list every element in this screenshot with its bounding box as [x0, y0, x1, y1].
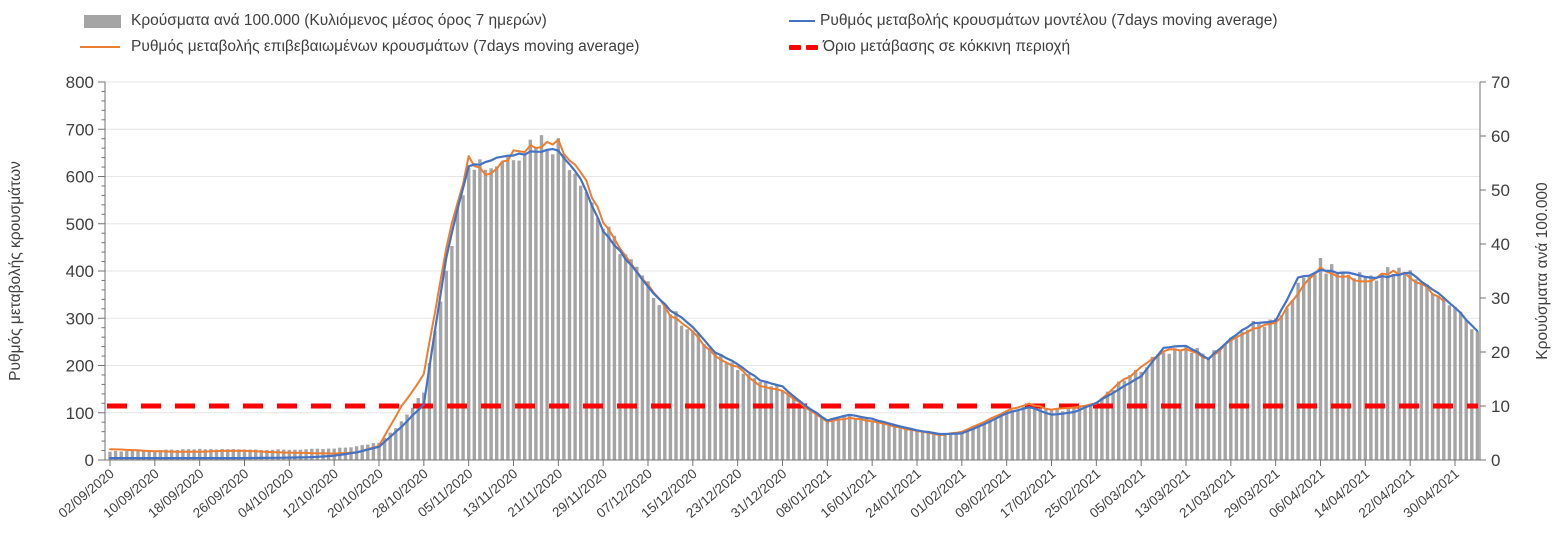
svg-text:400: 400 — [66, 262, 94, 281]
svg-text:300: 300 — [66, 309, 94, 328]
left-axis-labels: 0 100 200 300 400 500 600 700 800 — [66, 73, 94, 470]
right-axis-title: Κρουύσματα ανά 100.000 — [1534, 182, 1551, 360]
svg-text:100: 100 — [66, 404, 94, 423]
svg-text:0: 0 — [1491, 451, 1500, 470]
svg-text:70: 70 — [1491, 73, 1510, 92]
svg-text:0: 0 — [85, 451, 94, 470]
svg-text:30: 30 — [1491, 289, 1510, 308]
legend-label-model-rate: Ρυθμός μεταβολής κρουσμάτων μοντέλου (7d… — [820, 12, 1278, 29]
dash-swatch-threshold-icon — [789, 44, 818, 50]
svg-text:200: 200 — [66, 357, 94, 376]
line-swatch-model-icon — [789, 20, 815, 22]
x-axis-labels: 02/09/202010/09/202018/09/202026/09/2020… — [56, 466, 1462, 521]
left-axis-title: Ρυθμός μεταβολής κρουσμάτων — [7, 161, 24, 381]
svg-text:700: 700 — [66, 120, 94, 139]
legend-item-threshold: Όριο μετάβασης σε κόκκινη περιοχή — [789, 36, 1070, 58]
line-swatch-confirmed-icon — [80, 46, 126, 48]
svg-text:20: 20 — [1491, 343, 1510, 362]
legend-item-cases-per-100k: Κρούσματα ανά 100.000 (Κυλιόμενος μέσος … — [84, 10, 547, 32]
svg-text:600: 600 — [66, 168, 94, 187]
svg-text:800: 800 — [66, 73, 94, 92]
gridlines — [105, 81, 1480, 414]
legend: Κρούσματα ανά 100.000 (Κυλιόμενος μέσος … — [0, 0, 1563, 62]
svg-text:10: 10 — [1491, 397, 1510, 416]
legend-label-cases-per-100k: Κρούσματα ανά 100.000 (Κυλιόμενος μέσος … — [131, 12, 547, 29]
model-cases-line — [108, 147, 1479, 460]
legend-label-confirmed-rate: Ρυθμός μεταβολής επιβεβαιωμένων κρουσμάτ… — [131, 38, 640, 55]
legend-label-threshold: Όριο μετάβασης σε κόκκινη περιοχή — [823, 38, 1071, 55]
svg-text:50: 50 — [1491, 181, 1510, 200]
bars-series — [108, 135, 1480, 461]
svg-text:500: 500 — [66, 215, 94, 234]
axes — [98, 81, 1486, 466]
right-axis-labels: 0 10 20 30 40 50 60 70 — [1491, 73, 1510, 470]
bar-swatch-icon — [84, 14, 126, 28]
svg-text:40: 40 — [1491, 235, 1510, 254]
legend-item-model-rate: Ρυθμός μεταβολής κρουσμάτων μοντέλου (7d… — [789, 10, 1278, 32]
svg-text:60: 60 — [1491, 127, 1510, 146]
legend-item-confirmed-rate: Ρυθμός μεταβολής επιβεβαιωμένων κρουσμάτ… — [80, 36, 639, 58]
